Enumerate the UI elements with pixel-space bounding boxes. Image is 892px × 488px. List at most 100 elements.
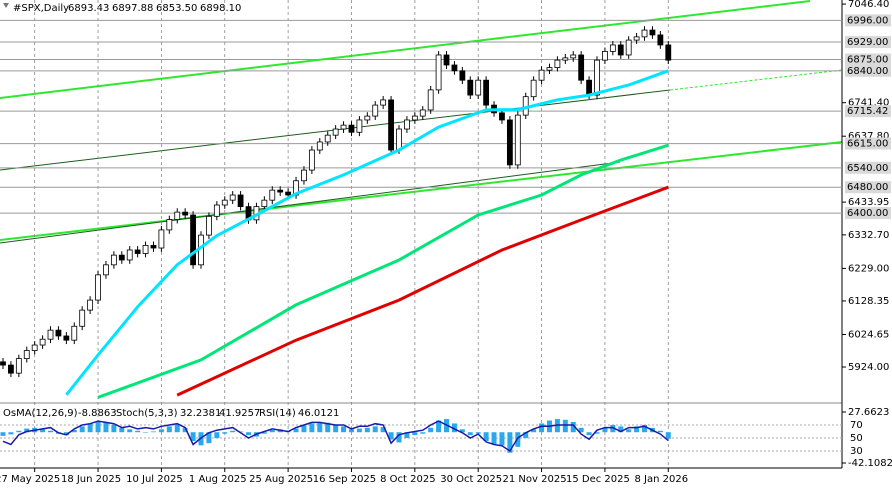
y2-tick-label: -42.1082 — [848, 458, 892, 469]
osma-bar — [594, 432, 600, 434]
candle-body — [641, 29, 648, 38]
osma-bar — [333, 424, 339, 433]
candle-body — [277, 189, 284, 193]
osma-bar — [467, 432, 473, 436]
candle-body — [285, 191, 292, 196]
osma-bar — [634, 426, 640, 433]
osma-bar — [230, 430, 236, 433]
level-label: 6615.00 — [847, 139, 888, 150]
osma-bar — [71, 430, 77, 433]
candle-body — [586, 79, 592, 96]
osma-bar — [491, 432, 497, 444]
candle-body — [31, 344, 38, 351]
osma-bar — [562, 419, 568, 433]
x-tick-label: 21 Nov 2025 — [503, 474, 567, 485]
level-label: 6996.00 — [847, 15, 888, 26]
osma-bar — [372, 426, 378, 433]
y-tick-label: 6637.80 — [848, 131, 889, 142]
osma-bar — [79, 426, 85, 433]
y-tick-label: 6024.65 — [848, 329, 889, 340]
y-tick-label: 6128.35 — [848, 296, 889, 307]
candle-body — [237, 194, 244, 208]
candle-body — [467, 79, 474, 96]
osma-bar — [166, 426, 172, 433]
osma-bar — [602, 427, 608, 433]
candle-body — [142, 245, 149, 254]
osma-bar — [143, 432, 149, 433]
osma-bar — [8, 432, 14, 435]
level-label: 6840.00 — [847, 66, 888, 77]
candle-body — [63, 335, 70, 341]
level-label: 6480.00 — [847, 182, 888, 193]
osma-bar — [483, 432, 489, 441]
candle-body — [8, 364, 14, 374]
moving-average — [176, 185, 669, 397]
candle-body — [340, 124, 347, 130]
osma-bar — [499, 432, 505, 446]
level-label: 6400.00 — [847, 208, 888, 219]
osma-bar — [523, 432, 529, 439]
y-tick-label: 6741.40 — [848, 98, 889, 109]
candle-body — [95, 274, 101, 301]
candle-body — [118, 254, 125, 261]
level-label-box — [845, 137, 891, 150]
candle-body — [356, 119, 363, 133]
candle-body — [570, 54, 577, 59]
candle-body — [499, 112, 505, 121]
x-tick-label: 15 Dec 2025 — [566, 474, 630, 485]
osma-bar — [261, 432, 267, 434]
candle-body — [665, 44, 672, 61]
candle-body — [39, 338, 46, 346]
osma-bar — [531, 429, 537, 433]
osma-bar — [190, 432, 196, 441]
x-tick-label: 1 Aug 2025 — [189, 474, 247, 485]
candle-body — [451, 64, 458, 72]
level-label-box — [845, 207, 891, 220]
chart-title: #SPX,Daily — [13, 3, 69, 14]
candle-body — [190, 214, 196, 266]
osma-bar — [135, 430, 141, 433]
x-tick-label: 30 Oct 2025 — [440, 474, 502, 485]
osma-bar — [206, 432, 212, 444]
osma-bar — [428, 427, 434, 433]
osma-bar — [388, 432, 394, 440]
rsi-value: 46.0121 — [298, 408, 339, 419]
candle-body — [23, 350, 30, 360]
candle-body — [530, 79, 537, 98]
candle-body — [411, 115, 418, 121]
level-label-box — [845, 36, 891, 49]
quote-high: 6897.88 — [112, 3, 153, 14]
candle-body — [602, 51, 608, 61]
osma-bar — [341, 426, 347, 433]
osma-bar — [626, 429, 632, 433]
osma-bar — [158, 429, 164, 433]
trend-line — [0, 161, 621, 244]
candle-body — [562, 57, 569, 61]
level-label: 6929.00 — [847, 37, 888, 48]
osma-bar — [404, 432, 410, 439]
level-label: 6715.42 — [847, 106, 888, 117]
candle-body — [483, 79, 490, 106]
candle-body — [388, 99, 394, 151]
y-tick-label: 6332.70 — [848, 230, 889, 241]
osma-bar — [475, 432, 481, 434]
candle-body — [229, 194, 236, 201]
candle-body — [261, 199, 268, 208]
x-tick-label: 25 Aug 2025 — [249, 474, 313, 485]
candle-body — [79, 309, 86, 327]
osma-bar — [570, 421, 576, 433]
osma-bar — [317, 421, 323, 433]
candle-body — [110, 254, 117, 266]
candle-body — [332, 128, 339, 136]
candle-body — [427, 89, 434, 111]
candle-body — [166, 219, 173, 231]
candle-body — [0, 361, 6, 366]
osma-bar — [610, 424, 616, 433]
osma-bar — [238, 431, 244, 433]
stoch-value: 32.2381 — [180, 408, 221, 419]
osma-bar — [618, 426, 624, 433]
candle-body — [459, 70, 466, 81]
candle-body — [55, 329, 62, 337]
moving-average — [65, 69, 669, 396]
trend-line — [0, 141, 843, 241]
